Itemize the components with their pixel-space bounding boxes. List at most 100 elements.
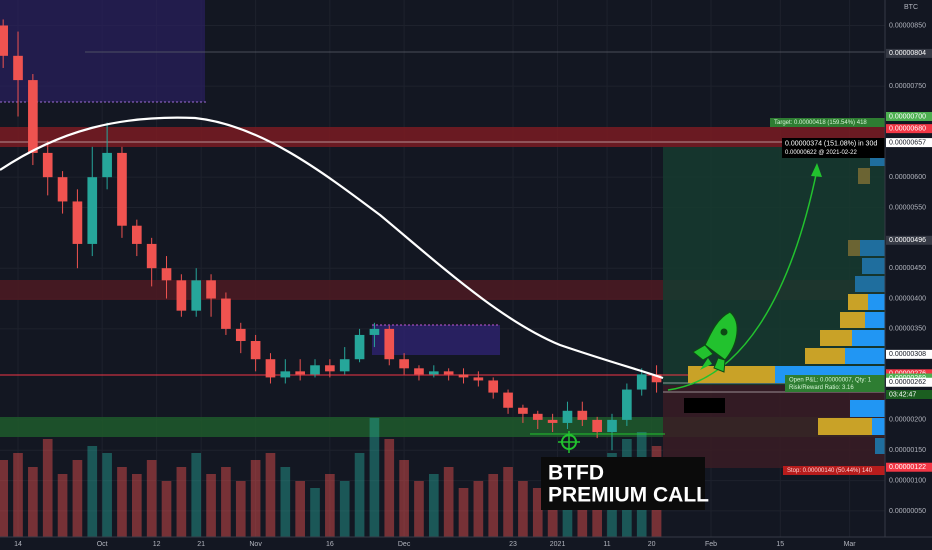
x-tick-label: 23 xyxy=(509,541,517,548)
candle-body xyxy=(72,201,83,244)
price-label: 0.00000804 xyxy=(889,50,926,57)
projection-date: 0.00000622 @ 2021-02-22 xyxy=(785,150,857,156)
candle-body xyxy=(191,280,202,311)
price-label: 0.00000680 xyxy=(889,125,926,132)
price-label: 0.00000657 xyxy=(889,139,926,146)
candle-body xyxy=(28,80,38,153)
price-axis xyxy=(885,0,932,550)
volume-bar xyxy=(221,467,231,537)
volume-bar xyxy=(339,481,350,537)
price-label: 0.00000262 xyxy=(889,379,926,386)
y-tick-label: 0.00000450 xyxy=(889,265,926,272)
volume-bar xyxy=(250,460,261,537)
volume-bar xyxy=(518,481,528,537)
x-tick-label: Feb xyxy=(705,541,717,548)
price-label: 0.00000122 xyxy=(889,464,926,471)
candle-body xyxy=(473,377,484,381)
profile-bar xyxy=(858,168,870,184)
bottom-marker xyxy=(558,431,580,453)
y-tick-label: 0.00000850 xyxy=(889,22,926,29)
volume-bar xyxy=(547,495,558,537)
volume-bar xyxy=(235,481,246,537)
candle-body xyxy=(87,177,98,244)
profile-bar xyxy=(850,400,885,417)
rocket xyxy=(692,311,738,373)
target-box xyxy=(770,118,885,127)
resistance-zone xyxy=(0,127,885,147)
y-tick-label: 0.00000350 xyxy=(889,326,926,333)
candle-body xyxy=(325,365,335,372)
x-tick-label: 11 xyxy=(603,541,610,548)
price-label-box xyxy=(886,48,932,58)
volume-bar xyxy=(161,481,172,537)
volume-bar xyxy=(414,481,424,537)
risk-reward-label: Risk/Reward Ratio: 3.16 xyxy=(789,385,854,391)
volume-bar xyxy=(354,453,365,537)
profile-bar xyxy=(855,276,885,292)
volume-bar xyxy=(443,467,454,537)
plot xyxy=(0,19,662,537)
candle-body xyxy=(414,368,424,375)
candle-body xyxy=(636,374,647,390)
profile-bar xyxy=(820,330,852,346)
volume-bar xyxy=(280,467,291,537)
candle-body xyxy=(117,152,127,226)
moving-average xyxy=(0,116,664,380)
volume-bar xyxy=(146,460,157,537)
profile-bar xyxy=(688,366,775,383)
projection-box xyxy=(782,138,885,158)
candle-body xyxy=(607,419,617,433)
volume-bar xyxy=(13,453,23,537)
candle-body xyxy=(280,371,291,378)
volume-bar xyxy=(295,481,305,537)
target-label: Target: 0.00000418 (159.54%) 418 xyxy=(774,120,867,126)
candle-body xyxy=(0,25,8,56)
candle-body xyxy=(577,410,588,420)
price-label-box xyxy=(886,349,932,359)
profile-bar xyxy=(875,438,885,454)
volume-bar xyxy=(473,481,484,537)
candle-body xyxy=(13,55,23,81)
candle-body xyxy=(339,359,350,372)
volume-bar xyxy=(532,488,543,537)
axis: 0.00000850 0.00000750 0.00000600 0.00000550… xyxy=(14,22,932,548)
candle-body xyxy=(443,371,454,375)
x-tick-label: 21 xyxy=(197,541,205,548)
candle-body xyxy=(399,359,409,369)
candle-body xyxy=(518,407,528,414)
callout-line: PREMIUM CALL xyxy=(548,484,709,507)
y-tick-label: 0.00000550 xyxy=(889,204,926,211)
projection-label: 0.00000374 (151.08%) in 30d xyxy=(785,140,877,147)
candle-body xyxy=(532,413,543,420)
volume-bar xyxy=(72,460,83,537)
profile-bar xyxy=(848,294,868,310)
x-tick-label: Dec xyxy=(398,541,411,548)
candle-body xyxy=(57,177,68,202)
candle-body xyxy=(458,374,469,378)
volume-bar xyxy=(325,474,335,537)
profile-bar xyxy=(862,258,885,274)
stop-box xyxy=(783,466,885,475)
y-tick-label: 0.00000600 xyxy=(889,174,926,181)
countdown-box xyxy=(886,390,932,399)
volume-bar xyxy=(131,474,142,537)
x-tick-label: Mar xyxy=(844,541,857,548)
candle-body xyxy=(250,341,261,360)
volume-bar xyxy=(87,446,98,537)
profile-bar xyxy=(845,348,885,364)
volume-bar xyxy=(0,460,8,537)
volume-bar xyxy=(488,474,499,537)
pnl-label: Open P&L: 0.00000007, Qty: 1 xyxy=(789,378,872,384)
profile-bar xyxy=(872,418,885,435)
volume-bar xyxy=(458,488,469,537)
candle-body xyxy=(562,410,573,423)
candle-body xyxy=(221,298,231,329)
candle-body xyxy=(547,419,558,423)
volume-bar xyxy=(369,418,380,537)
candle-body xyxy=(42,152,53,178)
pnl-box xyxy=(785,375,885,392)
candle-body xyxy=(592,419,602,433)
y-tick-label: 0.00000750 xyxy=(889,83,926,90)
profile-bar xyxy=(840,312,865,328)
candle-body xyxy=(369,328,380,335)
